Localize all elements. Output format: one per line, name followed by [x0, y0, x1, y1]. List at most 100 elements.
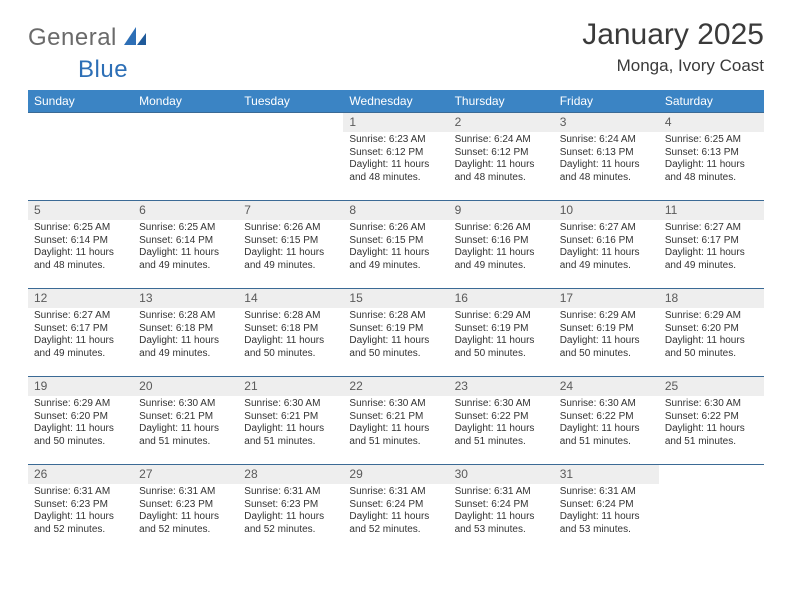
day-details — [238, 132, 343, 201]
sunrise-text: Sunrise: 6:31 AM — [244, 486, 337, 499]
day-number: 24 — [554, 377, 659, 397]
sunrise-text: Sunrise: 6:25 AM — [665, 134, 758, 147]
sunrise-text: Sunrise: 6:31 AM — [349, 486, 442, 499]
sunrise-text: Sunrise: 6:30 AM — [560, 398, 653, 411]
sunset-text: Sunset: 6:21 PM — [349, 411, 442, 424]
daylight-text: Daylight: 11 hours and 49 minutes. — [34, 335, 127, 360]
sunset-text: Sunset: 6:18 PM — [139, 323, 232, 336]
day-details: Sunrise: 6:25 AMSunset: 6:13 PMDaylight:… — [659, 132, 764, 201]
sunset-text: Sunset: 6:16 PM — [560, 235, 653, 248]
brand-logo: General — [28, 24, 151, 52]
day-number: 31 — [554, 465, 659, 485]
daylight-text: Daylight: 11 hours and 48 minutes. — [455, 159, 548, 184]
day-number: 11 — [659, 201, 764, 221]
day-details: Sunrise: 6:28 AMSunset: 6:18 PMDaylight:… — [238, 308, 343, 377]
day-details: Sunrise: 6:27 AMSunset: 6:17 PMDaylight:… — [659, 220, 764, 289]
daylight-text: Daylight: 11 hours and 53 minutes. — [455, 511, 548, 536]
daynum-row: 1234 — [28, 113, 764, 133]
day-details: Sunrise: 6:28 AMSunset: 6:19 PMDaylight:… — [343, 308, 448, 377]
sunrise-text: Sunrise: 6:30 AM — [349, 398, 442, 411]
sunset-text: Sunset: 6:17 PM — [665, 235, 758, 248]
day-number: 25 — [659, 377, 764, 397]
day-details — [133, 132, 238, 201]
daylight-text: Daylight: 11 hours and 50 minutes. — [560, 335, 653, 360]
sunset-text: Sunset: 6:23 PM — [139, 499, 232, 512]
weekday-header: Wednesday — [343, 90, 448, 113]
daylight-text: Daylight: 11 hours and 51 minutes. — [665, 423, 758, 448]
daynum-row: 12131415161718 — [28, 289, 764, 309]
day-details: Sunrise: 6:25 AMSunset: 6:14 PMDaylight:… — [133, 220, 238, 289]
day-details — [28, 132, 133, 201]
daynum-row: 567891011 — [28, 201, 764, 221]
day-number: 29 — [343, 465, 448, 485]
daylight-text: Daylight: 11 hours and 53 minutes. — [560, 511, 653, 536]
daylight-text: Daylight: 11 hours and 48 minutes. — [560, 159, 653, 184]
sunset-text: Sunset: 6:22 PM — [455, 411, 548, 424]
day-number: 4 — [659, 113, 764, 133]
calendar-table: Sunday Monday Tuesday Wednesday Thursday… — [28, 90, 764, 552]
daylight-text: Daylight: 11 hours and 50 minutes. — [455, 335, 548, 360]
daylight-text: Daylight: 11 hours and 52 minutes. — [34, 511, 127, 536]
sunset-text: Sunset: 6:13 PM — [665, 147, 758, 160]
day-details: Sunrise: 6:31 AMSunset: 6:24 PMDaylight:… — [449, 484, 554, 552]
sunset-text: Sunset: 6:12 PM — [455, 147, 548, 160]
weekday-header: Sunday — [28, 90, 133, 113]
day-details: Sunrise: 6:31 AMSunset: 6:23 PMDaylight:… — [133, 484, 238, 552]
sunrise-text: Sunrise: 6:31 AM — [139, 486, 232, 499]
sunrise-text: Sunrise: 6:23 AM — [349, 134, 442, 147]
day-details: Sunrise: 6:31 AMSunset: 6:23 PMDaylight:… — [238, 484, 343, 552]
day-number: 21 — [238, 377, 343, 397]
day-number: 23 — [449, 377, 554, 397]
details-row: Sunrise: 6:27 AMSunset: 6:17 PMDaylight:… — [28, 308, 764, 377]
day-details: Sunrise: 6:25 AMSunset: 6:14 PMDaylight:… — [28, 220, 133, 289]
sunset-text: Sunset: 6:24 PM — [455, 499, 548, 512]
day-number: 7 — [238, 201, 343, 221]
day-number — [133, 113, 238, 133]
sunset-text: Sunset: 6:20 PM — [34, 411, 127, 424]
sunrise-text: Sunrise: 6:25 AM — [34, 222, 127, 235]
day-details: Sunrise: 6:30 AMSunset: 6:21 PMDaylight:… — [238, 396, 343, 465]
day-details: Sunrise: 6:31 AMSunset: 6:24 PMDaylight:… — [554, 484, 659, 552]
sunset-text: Sunset: 6:21 PM — [244, 411, 337, 424]
sunrise-text: Sunrise: 6:31 AM — [560, 486, 653, 499]
day-details: Sunrise: 6:27 AMSunset: 6:16 PMDaylight:… — [554, 220, 659, 289]
day-number — [659, 465, 764, 485]
day-number: 17 — [554, 289, 659, 309]
daylight-text: Daylight: 11 hours and 50 minutes. — [349, 335, 442, 360]
daylight-text: Daylight: 11 hours and 49 minutes. — [139, 335, 232, 360]
brand-name-1: General — [28, 24, 117, 52]
day-number: 27 — [133, 465, 238, 485]
sunrise-text: Sunrise: 6:29 AM — [455, 310, 548, 323]
sunrise-text: Sunrise: 6:29 AM — [560, 310, 653, 323]
sunset-text: Sunset: 6:15 PM — [244, 235, 337, 248]
details-row: Sunrise: 6:31 AMSunset: 6:23 PMDaylight:… — [28, 484, 764, 552]
title-block: January 2025 Monga, Ivory Coast — [582, 18, 764, 76]
day-details: Sunrise: 6:31 AMSunset: 6:24 PMDaylight:… — [343, 484, 448, 552]
sunset-text: Sunset: 6:14 PM — [139, 235, 232, 248]
daylight-text: Daylight: 11 hours and 51 minutes. — [139, 423, 232, 448]
daylight-text: Daylight: 11 hours and 49 minutes. — [139, 247, 232, 272]
daylight-text: Daylight: 11 hours and 52 minutes. — [139, 511, 232, 536]
daylight-text: Daylight: 11 hours and 52 minutes. — [244, 511, 337, 536]
day-number: 19 — [28, 377, 133, 397]
day-number: 16 — [449, 289, 554, 309]
sunrise-text: Sunrise: 6:30 AM — [665, 398, 758, 411]
sunrise-text: Sunrise: 6:29 AM — [665, 310, 758, 323]
day-details: Sunrise: 6:29 AMSunset: 6:19 PMDaylight:… — [554, 308, 659, 377]
sunrise-text: Sunrise: 6:26 AM — [349, 222, 442, 235]
day-number — [238, 113, 343, 133]
day-details: Sunrise: 6:28 AMSunset: 6:18 PMDaylight:… — [133, 308, 238, 377]
day-number: 14 — [238, 289, 343, 309]
brand-name-2: Blue — [78, 56, 128, 83]
calendar-page: General January 2025 Monga, Ivory Coast … — [0, 0, 792, 570]
day-number: 5 — [28, 201, 133, 221]
day-details: Sunrise: 6:24 AMSunset: 6:13 PMDaylight:… — [554, 132, 659, 201]
day-details: Sunrise: 6:27 AMSunset: 6:17 PMDaylight:… — [28, 308, 133, 377]
daylight-text: Daylight: 11 hours and 49 minutes. — [455, 247, 548, 272]
day-details: Sunrise: 6:24 AMSunset: 6:12 PMDaylight:… — [449, 132, 554, 201]
day-details: Sunrise: 6:23 AMSunset: 6:12 PMDaylight:… — [343, 132, 448, 201]
day-details: Sunrise: 6:30 AMSunset: 6:22 PMDaylight:… — [449, 396, 554, 465]
daynum-row: 19202122232425 — [28, 377, 764, 397]
sunset-text: Sunset: 6:19 PM — [349, 323, 442, 336]
details-row: Sunrise: 6:29 AMSunset: 6:20 PMDaylight:… — [28, 396, 764, 465]
